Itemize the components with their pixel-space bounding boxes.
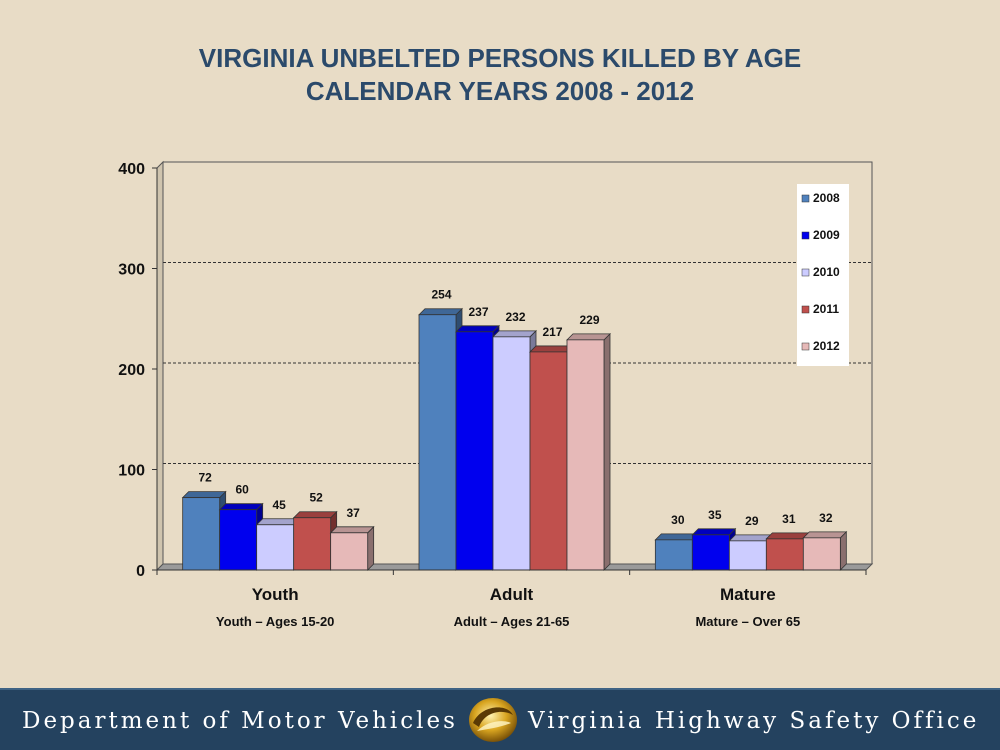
bar-top	[329, 526, 375, 534]
dmv-swirl-logo-icon	[469, 698, 517, 742]
bar	[765, 538, 804, 571]
category-label: Adult	[490, 585, 534, 604]
bar-top	[418, 308, 463, 316]
bar-top	[529, 345, 574, 353]
bar	[330, 532, 369, 571]
bar	[455, 331, 494, 571]
legend-label: 2009	[813, 228, 840, 242]
y-tick-label: 0	[136, 563, 145, 580]
bar-top	[728, 534, 774, 542]
bar-top	[255, 518, 301, 526]
y-tick-label: 400	[118, 161, 145, 178]
bar	[418, 314, 457, 571]
legend-label: 2010	[813, 265, 840, 279]
bar-chart: 0 100 200 300 400 72 60 45 52 37 Youth Youth – Ages…	[118, 160, 874, 629]
bar	[691, 534, 730, 571]
y-tick-label: 100	[118, 463, 145, 480]
category-sublabel: Youth – Ages 15-20	[216, 614, 334, 629]
data-label: 45	[272, 498, 286, 512]
data-label: 31	[782, 512, 796, 526]
bar-side	[839, 530, 847, 571]
footer-vhso-text: Virginia Highway Safety Office	[528, 708, 980, 734]
bar-top	[181, 491, 227, 499]
footer-banner: Department of Motor Vehicles Virginia Hi…	[0, 688, 1000, 750]
bar	[182, 497, 221, 571]
data-label: 52	[309, 491, 323, 505]
data-label: 254	[431, 288, 451, 302]
bar	[654, 539, 693, 571]
data-label: 37	[346, 506, 360, 520]
bar	[492, 336, 531, 571]
legend-swatch	[801, 231, 810, 240]
category-label: Mature	[720, 585, 776, 604]
legend-label: 2008	[813, 191, 840, 205]
bar-top	[492, 330, 537, 338]
bar	[529, 351, 568, 571]
plot-side-wall	[156, 160, 164, 572]
bar	[293, 517, 332, 571]
legend-label: 2012	[813, 339, 840, 353]
bar-top	[566, 333, 611, 341]
data-label: 229	[579, 313, 599, 327]
legend-label: 2011	[813, 302, 839, 316]
data-label: 30	[671, 513, 685, 527]
data-label: 32	[819, 511, 833, 525]
legend-swatch	[801, 194, 810, 203]
data-label: 60	[235, 483, 249, 497]
data-label: 232	[505, 310, 525, 324]
category-sublabel: Mature – Over 65	[695, 614, 800, 629]
title-line-2: CALENDAR YEARS 2008 - 2012	[305, 76, 695, 106]
data-label: 72	[198, 471, 212, 485]
y-tick-label: 200	[118, 362, 145, 379]
bar	[256, 524, 295, 571]
bar-top	[691, 528, 737, 536]
chart-title: VIRGINIA UNBELTED PERSONS KILLED BY AGE …	[0, 42, 1000, 108]
bar-top	[455, 325, 500, 333]
bar	[566, 339, 605, 571]
bar-side	[367, 525, 375, 571]
bar	[728, 540, 767, 571]
bar-side	[603, 332, 611, 571]
legend-swatch	[801, 305, 810, 314]
bar-top	[802, 531, 848, 539]
data-label: 35	[708, 508, 722, 522]
category-label: Youth	[252, 585, 299, 604]
data-label: 217	[542, 325, 562, 339]
legend-swatch	[801, 342, 810, 351]
bar-top	[218, 503, 264, 511]
bar-top	[292, 511, 338, 519]
y-tick-label: 300	[118, 262, 145, 279]
category-sublabel: Adult – Ages 21-65	[454, 614, 570, 629]
bar	[802, 537, 841, 571]
data-label: 237	[468, 305, 488, 319]
footer-dmv-text: Department of Motor Vehicles	[22, 708, 458, 734]
bar	[219, 509, 258, 571]
legend-swatch	[801, 268, 810, 277]
title-line-1: VIRGINIA UNBELTED PERSONS KILLED BY AGE	[198, 43, 802, 73]
data-label: 29	[745, 514, 759, 528]
